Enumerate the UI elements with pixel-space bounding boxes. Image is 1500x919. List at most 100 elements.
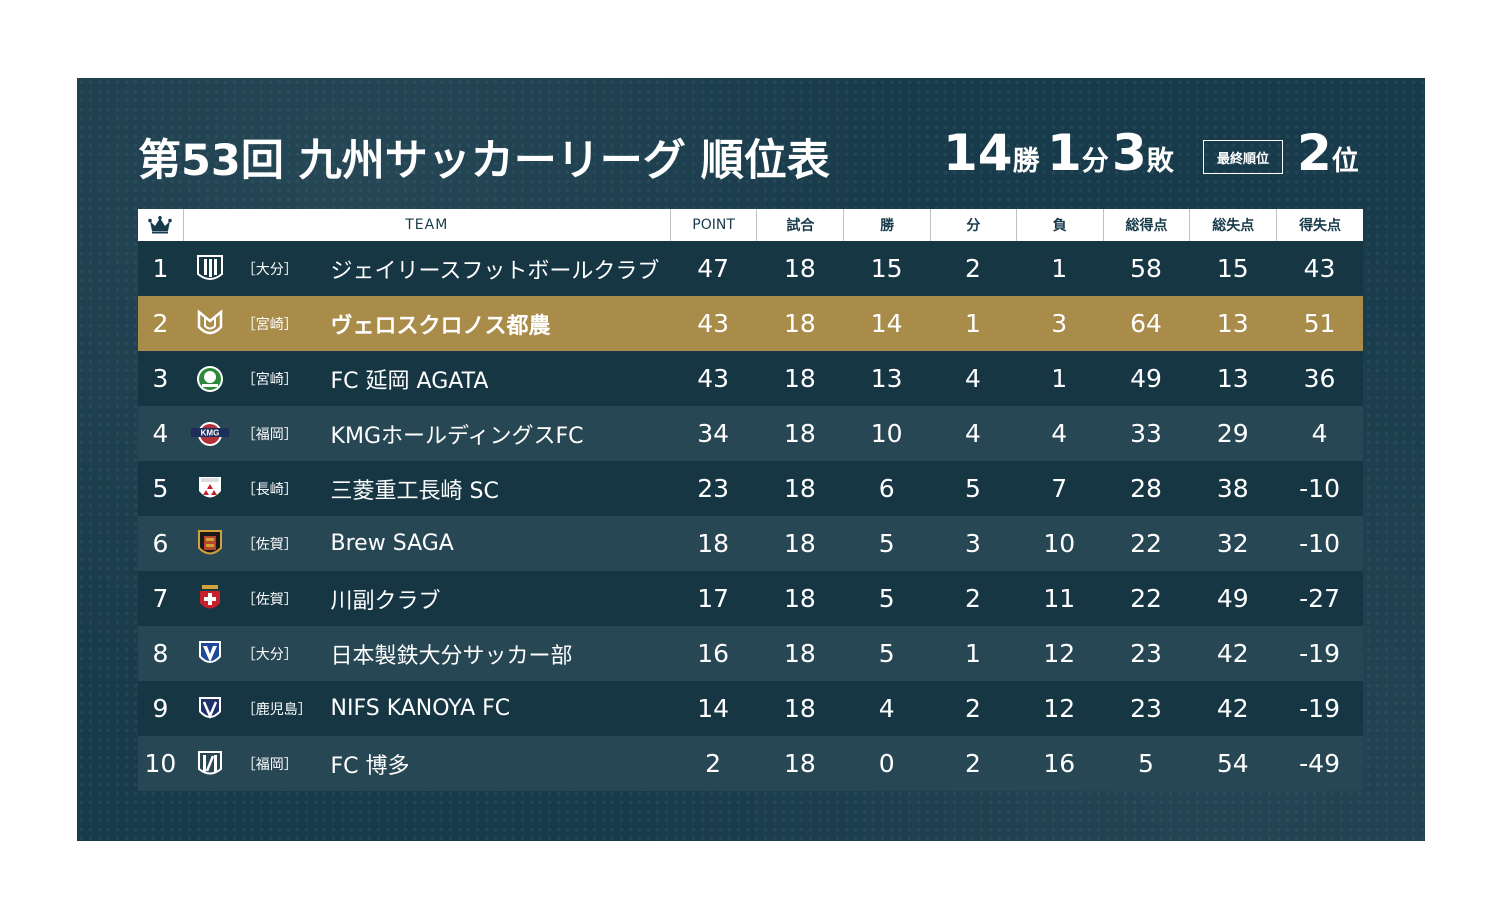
- table-row: 9 ［鹿児島］ NIFS KANOYA FC 14 18 4 2 12 23 4…: [138, 681, 1363, 736]
- header-goals-against: 総失点: [1189, 209, 1276, 241]
- cell-goals-for: 23: [1130, 639, 1162, 668]
- team-name: 日本製鉄大分サッカー部: [330, 643, 573, 669]
- cell-wins: 10: [870, 419, 903, 448]
- team-name: Brew SAGA: [330, 531, 454, 556]
- team-logo: [183, 528, 238, 560]
- header-point: POINT: [669, 209, 757, 241]
- cell-draws: 2: [964, 694, 981, 723]
- team-name: ジェイリースフットボールクラブ: [330, 258, 660, 284]
- team-name: FC 延岡 AGATA: [330, 368, 489, 394]
- record-wins: 14勝: [943, 124, 1040, 182]
- cell-wins: 5: [878, 584, 895, 613]
- cell-goal-diff: -19: [1299, 639, 1340, 668]
- cell-point: 47: [697, 254, 729, 283]
- team-name: NIFS KANOYA FC: [330, 696, 511, 721]
- table-row-highlighted: 2 ［宮崎］ ヴェロスクロノス都農 43 18 14 1 3 64 13 51: [138, 296, 1363, 351]
- team-prefecture: ［佐賀］: [241, 591, 298, 608]
- cell-games: 18: [783, 419, 816, 448]
- cell-games: 18: [783, 639, 816, 668]
- cell-games: 18: [783, 529, 816, 558]
- row-rank: 1: [152, 254, 169, 283]
- cell-point: 2: [705, 749, 722, 778]
- cell-goal-diff: 36: [1303, 364, 1336, 393]
- cell-draws: 3: [964, 529, 981, 558]
- cell-point: 34: [697, 419, 729, 448]
- cell-games: 18: [783, 749, 816, 778]
- cell-goals-for: 33: [1130, 419, 1162, 448]
- cell-goals-for: 22: [1130, 584, 1162, 613]
- cell-wins: 6: [878, 474, 895, 503]
- record-losses: 3敗: [1112, 124, 1174, 182]
- cell-point: 16: [697, 639, 729, 668]
- record-draws: 1分: [1047, 124, 1109, 182]
- team-logo: KMG: [183, 421, 238, 447]
- cell-wins: 4: [878, 694, 895, 723]
- table-row: 8 ［大分］ 日本製鉄大分サッカー部 16 18 5 1 12 23 42 -1…: [138, 626, 1363, 681]
- row-rank: 10: [144, 749, 177, 778]
- standings-table: TEAM POINT 試合 勝 分 負 総得点 総失点 得失点 1 ［大分］ ジ…: [138, 209, 1363, 791]
- header-goal-diff: 得失点: [1276, 209, 1363, 241]
- team-logo: [183, 693, 238, 725]
- cell-draws: 1: [964, 309, 981, 338]
- cell-point: 17: [697, 584, 729, 613]
- row-rank: 5: [152, 474, 169, 503]
- table-row: 1 ［大分］ ジェイリースフットボールクラブ 47 18 15 2 1 58 1…: [138, 241, 1363, 296]
- row-rank: 8: [152, 639, 169, 668]
- cell-goals-for: 64: [1130, 309, 1162, 338]
- team-logo: [183, 583, 238, 615]
- header-wins: 勝: [843, 209, 930, 241]
- cell-goals-for: 49: [1130, 364, 1162, 393]
- table-row: 10 ［福岡］ FC 博多 2 18 0 2 16 5 54 -49: [138, 736, 1363, 791]
- final-rank-label: 最終順位: [1203, 140, 1283, 174]
- team-logo: [183, 638, 238, 670]
- team-logo: [183, 308, 238, 339]
- cell-goals-against: 49: [1216, 584, 1249, 613]
- crown-icon: [138, 209, 183, 241]
- table-row: 3 ［宮崎］ FC 延岡 AGATA 43 18 13 4 1 49 13 36: [138, 351, 1363, 406]
- cell-wins: 5: [878, 529, 895, 558]
- cell-goals-against: 54: [1216, 749, 1249, 778]
- cell-goal-diff: -27: [1299, 584, 1340, 613]
- cell-goals-for: 5: [1138, 749, 1154, 778]
- cell-losses: 4: [1051, 419, 1068, 448]
- team-prefecture: ［宮崎］: [241, 371, 298, 388]
- cell-losses: 11: [1043, 584, 1076, 613]
- team-prefecture: ［宮崎］: [241, 316, 298, 333]
- table-header: TEAM POINT 試合 勝 分 負 総得点 総失点 得失点: [138, 209, 1363, 241]
- team-prefecture: ［福岡］: [241, 426, 298, 443]
- cell-games: 18: [783, 474, 816, 503]
- row-rank: 3: [152, 364, 169, 393]
- cell-losses: 1: [1051, 364, 1068, 393]
- cell-draws: 2: [964, 749, 981, 778]
- cell-goals-against: 13: [1216, 364, 1249, 393]
- cell-losses: 7: [1051, 474, 1068, 503]
- team-name: FC 博多: [330, 753, 410, 779]
- cell-games: 18: [783, 254, 816, 283]
- header-draws: 分: [930, 209, 1016, 241]
- cell-games: 18: [783, 309, 816, 338]
- row-rank: 4: [152, 419, 169, 448]
- cell-wins: 0: [878, 749, 895, 778]
- cell-losses: 12: [1043, 639, 1076, 668]
- header-goals-for: 総得点: [1102, 209, 1190, 241]
- cell-draws: 2: [964, 254, 981, 283]
- cell-goals-against: 42: [1216, 694, 1249, 723]
- cell-point: 23: [697, 474, 729, 503]
- row-rank: 6: [152, 529, 169, 558]
- team-prefecture: ［長崎］: [241, 481, 298, 498]
- cell-goal-diff: 43: [1303, 254, 1336, 283]
- cell-wins: 5: [878, 639, 895, 668]
- header-games: 試合: [756, 209, 843, 241]
- team-prefecture: ［大分］: [241, 646, 298, 663]
- table-row: 6 ［佐賀］ Brew SAGA 18 18 5 3 10 22 32 -10: [138, 516, 1363, 571]
- team-prefecture: ［佐賀］: [241, 536, 298, 553]
- row-rank: 9: [152, 694, 169, 723]
- cell-draws: 4: [964, 364, 981, 393]
- cell-wins: 14: [870, 309, 903, 338]
- team-name: KMGホールディングスFC: [330, 423, 584, 449]
- cell-goal-diff: -49: [1299, 749, 1340, 778]
- cell-draws: 4: [964, 419, 981, 448]
- table-row: 4 KMG ［福岡］ KMGホールディングスFC 34 18 10 4 4 33…: [138, 406, 1363, 461]
- cell-games: 18: [783, 694, 816, 723]
- cell-losses: 10: [1043, 529, 1076, 558]
